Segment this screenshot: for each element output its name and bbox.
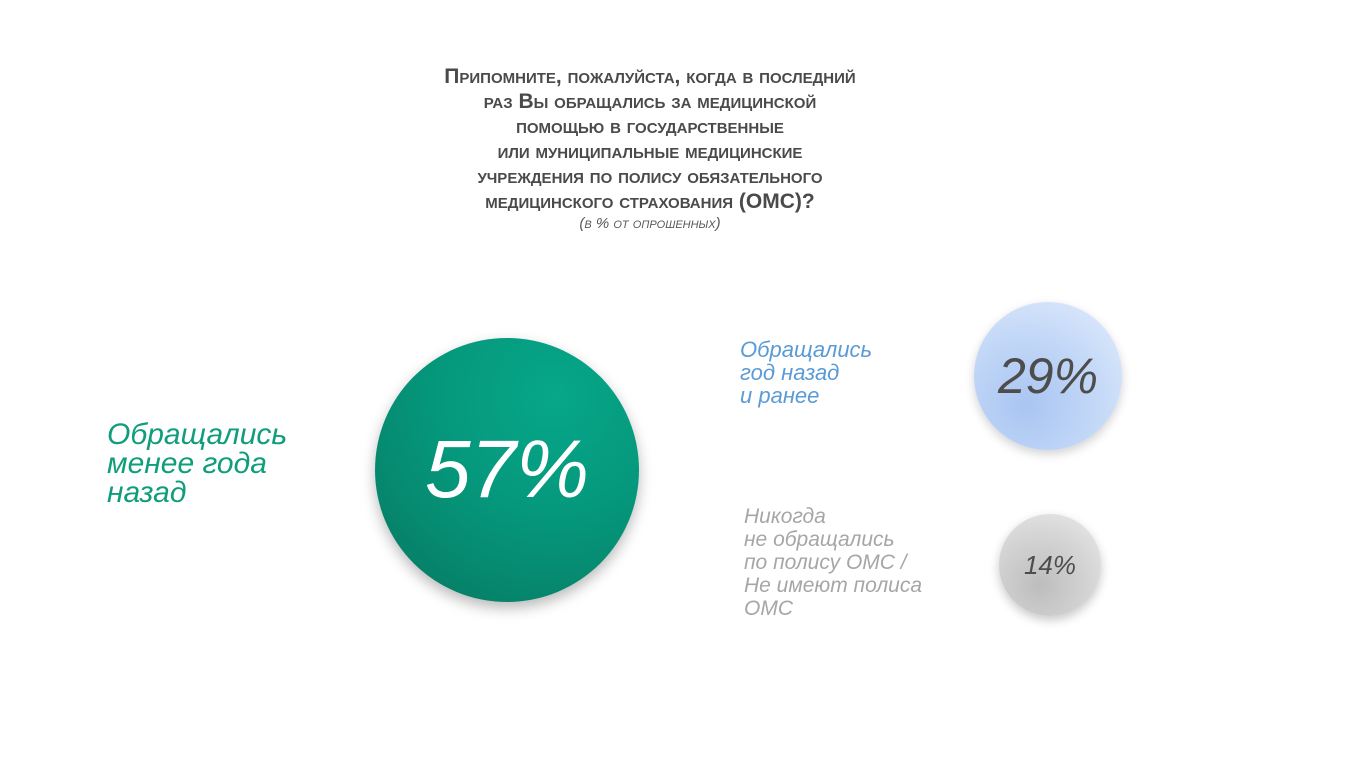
label-line: Обращались	[740, 337, 873, 362]
title-line: Припомните, пожалуйста, когда в последни…	[444, 65, 856, 88]
label-line: ОМС	[744, 597, 793, 620]
chart-title: Припомните, пожалуйста, когда в последни…	[330, 64, 970, 214]
label-line: Никогда	[744, 505, 826, 528]
title-line: учреждения по полису обязательного	[477, 165, 823, 188]
title-line: раз Вы обращались за медицинской	[483, 90, 817, 113]
label-line: не обращались	[744, 528, 895, 551]
label-line: Не имеют полиса	[744, 574, 923, 597]
value-label: 29%	[997, 348, 1099, 404]
category-label-never: Никогда не обращались по полису ОМС / Не…	[744, 505, 922, 620]
title-line: медицинского страхования (ОМС)?	[485, 190, 815, 213]
bubble-year-ago-or-earlier: 29%	[974, 302, 1122, 450]
value-label: 57%	[424, 424, 590, 515]
label-line: менее года	[107, 447, 267, 480]
title-line: помощью в государственные	[516, 115, 784, 138]
label-line: по полису ОМС /	[744, 551, 907, 574]
bubble-less-than-year: 57%	[375, 338, 639, 602]
title-line: или муниципальные медицинские	[497, 140, 803, 163]
chart-subtitle: (в % от опрошенных)	[579, 215, 721, 232]
category-label-year-ago-or-earlier: Обращались год назад и ранее	[740, 338, 872, 407]
label-line: и ранее	[740, 383, 820, 408]
bubble-never: 14%	[999, 514, 1101, 616]
category-label-less-than-year: Обращались менее года назад	[107, 418, 288, 509]
label-line: Обращались	[107, 418, 288, 451]
value-label: 14%	[1023, 549, 1077, 580]
label-line: назад	[107, 476, 187, 509]
label-line: год назад	[740, 360, 840, 385]
